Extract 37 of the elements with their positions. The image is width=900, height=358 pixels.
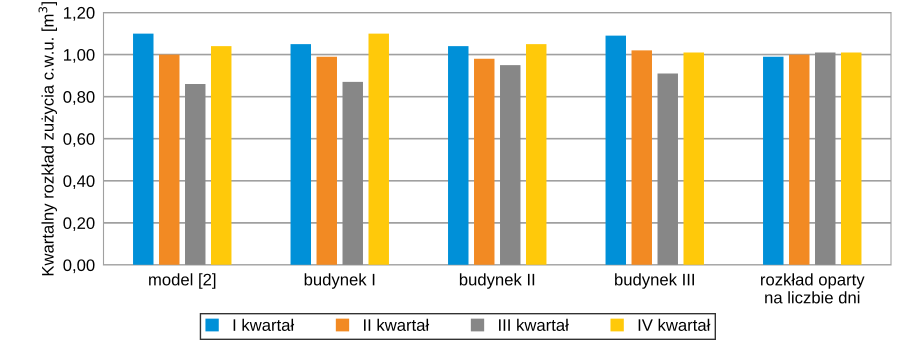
bar	[342, 82, 363, 265]
bar	[815, 52, 836, 265]
x-tick-label: budynek I	[304, 273, 374, 289]
y-tick-label: 1,00	[64, 48, 95, 63]
bar	[290, 44, 312, 265]
x-tick-label: rozkład oparty na liczbie dni	[761, 273, 865, 304]
bar	[210, 46, 232, 265]
y-tick-label: 0,60	[63, 133, 95, 147]
bar	[840, 52, 862, 265]
bar	[133, 34, 154, 265]
bar	[683, 52, 704, 265]
bar	[474, 58, 494, 265]
y-axis-title: Kwartalny rozkład zużycia c.w.u. [m$^{3}$]	[38, 2, 58, 276]
x-tick-label: budynek III	[615, 273, 694, 289]
bar	[763, 56, 784, 265]
y-tick-label: 0,20	[63, 217, 95, 232]
bar	[368, 34, 389, 265]
bar	[500, 65, 520, 265]
x-tick-label: budynek II	[460, 273, 534, 289]
bar	[316, 56, 337, 265]
y-tick-label: 0,00	[63, 259, 95, 274]
legend-label: III kwartał	[499, 318, 569, 331]
bar	[159, 54, 180, 265]
bar	[185, 84, 206, 265]
legend-label: II kwartał	[364, 318, 430, 331]
bar	[789, 54, 810, 265]
x-tick-label: model [2]	[149, 273, 216, 289]
legend-label: IV kwartał	[638, 318, 710, 331]
bar	[658, 74, 678, 265]
bar	[606, 36, 626, 265]
bar	[526, 44, 546, 265]
y-tick-label: 0,40	[63, 175, 95, 189]
bar	[632, 50, 652, 265]
bar	[448, 46, 469, 265]
y-tick-label: 0,80	[63, 91, 95, 105]
legend-label: I kwartał	[234, 318, 294, 331]
y-tick-label: 1,20	[64, 6, 95, 21]
